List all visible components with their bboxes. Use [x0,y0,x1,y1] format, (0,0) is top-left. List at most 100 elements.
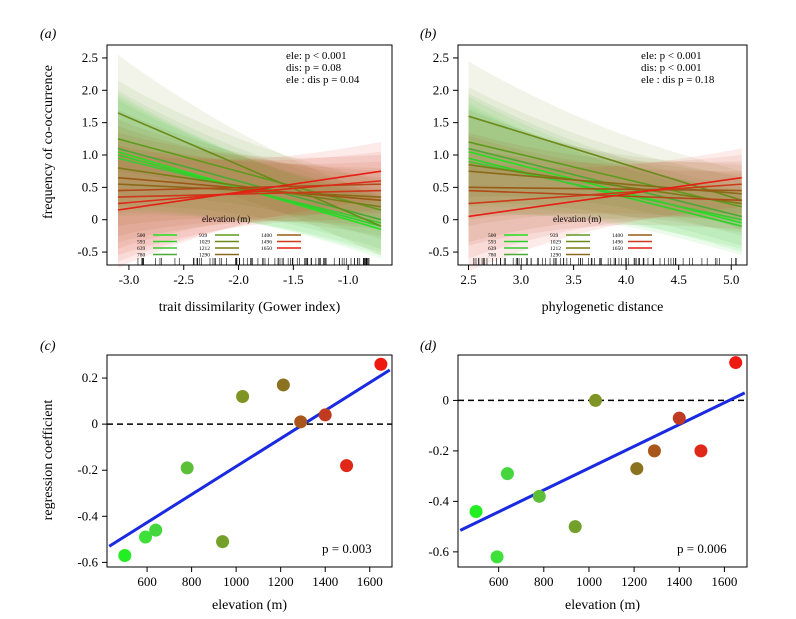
x-tick-label: -1.5 [283,272,304,287]
series-line-1496 [468,189,742,202]
legend-label: 1496 [612,240,623,246]
series-line-1650b [117,180,382,205]
legend-label: 1029 [550,240,561,246]
stat-annotation: dis: p = 0.08 [286,62,342,74]
series-line-1650 [117,189,382,198]
data-point-500 [118,548,132,562]
x-tick-label: -2.5 [173,272,194,287]
x-tick-label: 1400 [312,574,338,589]
x-tick-label: 1600 [357,574,383,589]
y-tick-label: 0 [92,212,99,227]
plot-frame [106,354,393,568]
data-point-780 [180,461,194,475]
y-tick-label: 1.0 [433,147,449,162]
stat-annotation: dis: p < 0.001 [641,62,702,74]
x-tick-label: 3.5 [565,272,581,287]
confidence-band-1029 [117,54,382,256]
x-tick-label: 600 [137,574,157,589]
confidence-band-593 [117,96,382,256]
legend-label: 939 [550,233,559,239]
x-tick-label: 1000 [223,574,249,589]
x-tick-label: 4.0 [618,272,634,287]
panel-0: (a)elevation (m)500593639780939102912121… [40,27,393,315]
y-tick-label: 0.5 [82,179,98,194]
series-line-939 [117,138,382,211]
legend-label: 1290 [550,253,561,259]
data-point-1029 [589,393,603,407]
stat-annotation: ele: p < 0.001 [641,50,702,62]
x-axis-label: phylogenetic distance [542,300,664,315]
legend-label: 500 [488,233,497,239]
x-tick-label: 3.0 [513,272,529,287]
data-point-1496 [340,459,354,473]
series-line-593 [468,157,742,227]
data-point-1212 [630,462,644,476]
panel-label: (a) [40,27,57,42]
p-value-annotation: p = 0.006 [677,541,727,556]
x-tick-label: 1400 [666,574,692,589]
legend-label: 939 [199,233,208,239]
confidence-band-639 [117,100,382,253]
legend-label: 500 [137,233,146,239]
y-tick-label: 0 [443,212,450,227]
legend-label: 1496 [261,240,272,246]
x-tick-label: -1.0 [338,272,359,287]
data-point-1650 [729,356,743,370]
series-line-1212 [468,163,742,205]
confidence-band-780 [468,93,742,246]
series-line-1650 [468,183,742,205]
confidence-band-639 [468,106,742,249]
data-point-639 [149,523,163,537]
panel-1: (b)elevation (m)500593639780939102912121… [420,27,748,315]
y-tick-label: -0.6 [428,544,449,559]
data-point-593 [490,550,504,564]
x-tick-label: 800 [534,574,554,589]
legend-label: 1650 [261,246,272,252]
series-line-1029 [117,112,382,227]
series-line-939 [468,141,742,208]
panel-2: (c) p = 0.003 600 800 1000 1200 1400 1600 -0.6 -0… [40,339,393,613]
legend-label: 1400 [612,233,623,239]
x-tick-label: 5.0 [723,272,739,287]
panel-3: (d) p = 0.006 600 800 1000 1200 1400 1600 -0.6 -0… [420,339,748,613]
x-axis-label: trait dissimilarity (Gower index) [159,300,341,315]
y-tick-label: 2.0 [82,82,98,97]
legend-title: elevation (m) [553,214,601,224]
data-point-1029 [236,389,250,403]
series-line-1400 [468,186,742,192]
data-point-500 [469,504,483,518]
data-point-1290 [647,444,661,458]
confidence-band-939 [117,80,382,240]
stat-annotation: ele : dis p = 0.04 [286,74,360,86]
plot-frame [457,354,748,568]
x-tick-label: 800 [182,574,202,589]
panel-label: (b) [420,27,437,42]
y-tick-label: -0.4 [428,493,449,508]
x-tick-label: 1000 [576,574,602,589]
x-tick-label: 1600 [711,574,737,589]
stat-annotation: ele: p < 0.001 [286,50,347,62]
y-tick-label: 0 [92,416,99,431]
confidence-band-593 [468,103,742,256]
ylabel-top: frequency of co-occurrence [41,65,56,219]
y-tick-label: 2.5 [82,50,98,65]
data-point-639 [500,467,514,481]
legend-label: 1029 [199,240,210,246]
panel-label: (c) [40,339,56,354]
panel-label: (d) [420,339,437,354]
stat-annotation: ele : dis p = 0.18 [641,74,715,86]
y-tick-label: 1.5 [433,115,449,130]
x-tick-label: 2.5 [460,272,476,287]
y-tick-label: 0.5 [433,179,449,194]
series-line-1400 [117,176,382,202]
data-point-593 [139,530,153,544]
legend-title: elevation (m) [202,214,250,224]
x-tick-label: 4.5 [671,272,687,287]
y-tick-label: 0 [443,392,450,407]
legend-label: 780 [137,253,146,259]
legend-label: 1212 [199,246,210,252]
data-point-939 [216,535,230,549]
x-axis-label: elevation (m) [212,598,287,613]
regression-fit-line [108,368,391,548]
